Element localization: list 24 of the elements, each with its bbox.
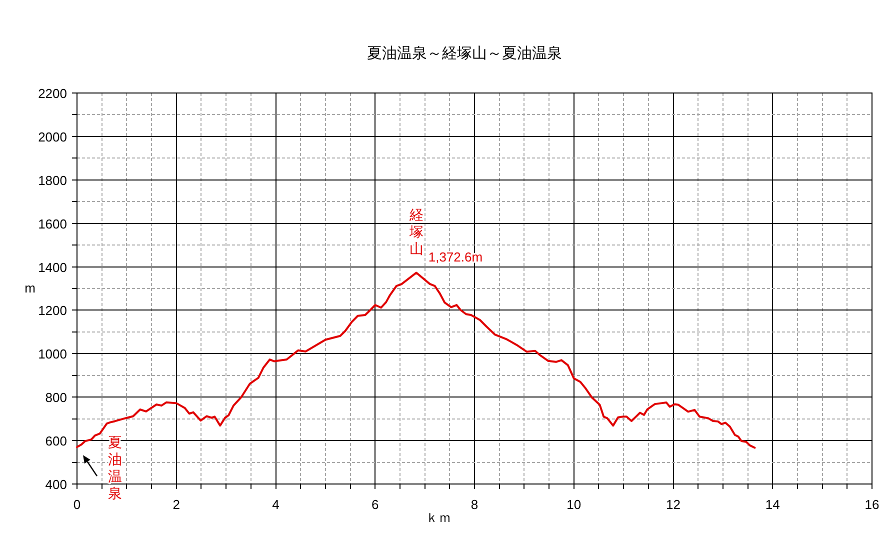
x-tick-label: 12: [666, 497, 680, 512]
y-tick-label: 2200: [38, 86, 67, 101]
x-tick-label: 8: [470, 497, 478, 512]
y-tick-label: 1800: [38, 172, 67, 188]
x-tick-label: 14: [765, 497, 780, 512]
x-tick-label: 4: [272, 497, 280, 512]
annotation: 経塚山: [408, 206, 424, 256]
y-tick-label: 1000: [38, 346, 67, 362]
y-tick-label: 2000: [38, 129, 67, 144]
chart-title: 夏油温泉～経塚山～夏油温泉: [367, 45, 562, 62]
y-axis-title: m: [24, 280, 36, 296]
x-tick-label: 2: [172, 497, 180, 512]
x-tick-label: 10: [566, 497, 582, 512]
x-axis-title: ｋｍ: [426, 510, 452, 525]
line-series: [76, 272, 756, 449]
y-tick-label: 400: [45, 477, 67, 492]
x-tick-label: 6: [372, 497, 379, 512]
x-tick-label: 0: [73, 497, 81, 512]
y-tick-label: 600: [45, 434, 67, 449]
y-tick-label: 1400: [38, 260, 67, 275]
y-tick-label: 800: [45, 390, 67, 406]
y-tick-label: 1600: [38, 216, 67, 232]
y-tick-label: 1200: [38, 303, 67, 318]
x-tick-label: 16: [864, 497, 880, 512]
